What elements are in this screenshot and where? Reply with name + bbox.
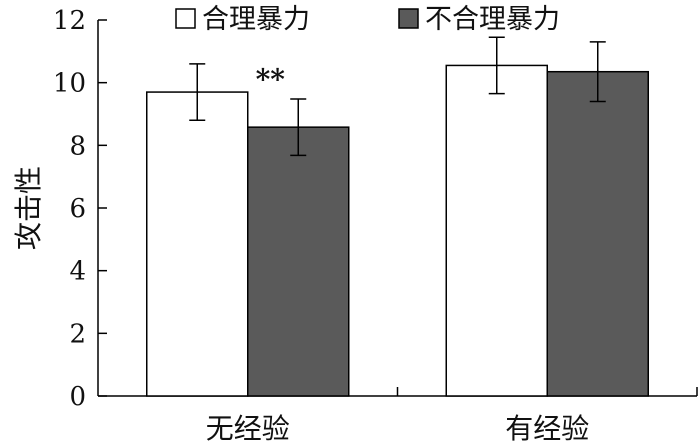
x-tick-label: 无经验 <box>206 412 290 445</box>
significance-marker: ** <box>256 63 286 96</box>
y-tick-label: 0 <box>69 382 86 412</box>
labels: 0 2 4 6 8 10 12 无经验 有经验 ** <box>53 6 589 445</box>
y-axis-label: 攻击性 <box>12 166 45 250</box>
bar <box>445 64 548 397</box>
legend-swatch <box>175 8 196 29</box>
y-tick-label: 4 <box>69 257 86 287</box>
legend-label: 合理暴力 <box>202 4 310 35</box>
y-tick-label: 10 <box>53 69 86 99</box>
y-tick-label: 8 <box>69 131 86 161</box>
bars <box>146 36 649 397</box>
x-tick-label: 有经验 <box>505 412 589 445</box>
legend-swatch <box>398 8 419 29</box>
legend: 合理暴力 不合理暴力 <box>175 4 560 35</box>
bar <box>146 91 249 397</box>
y-tick-label: 6 <box>69 194 86 224</box>
legend-label: 不合理暴力 <box>425 4 560 35</box>
bar <box>546 70 649 397</box>
bar <box>247 126 350 397</box>
y-tick-label: 12 <box>53 6 86 36</box>
y-tick-label: 2 <box>69 319 86 349</box>
